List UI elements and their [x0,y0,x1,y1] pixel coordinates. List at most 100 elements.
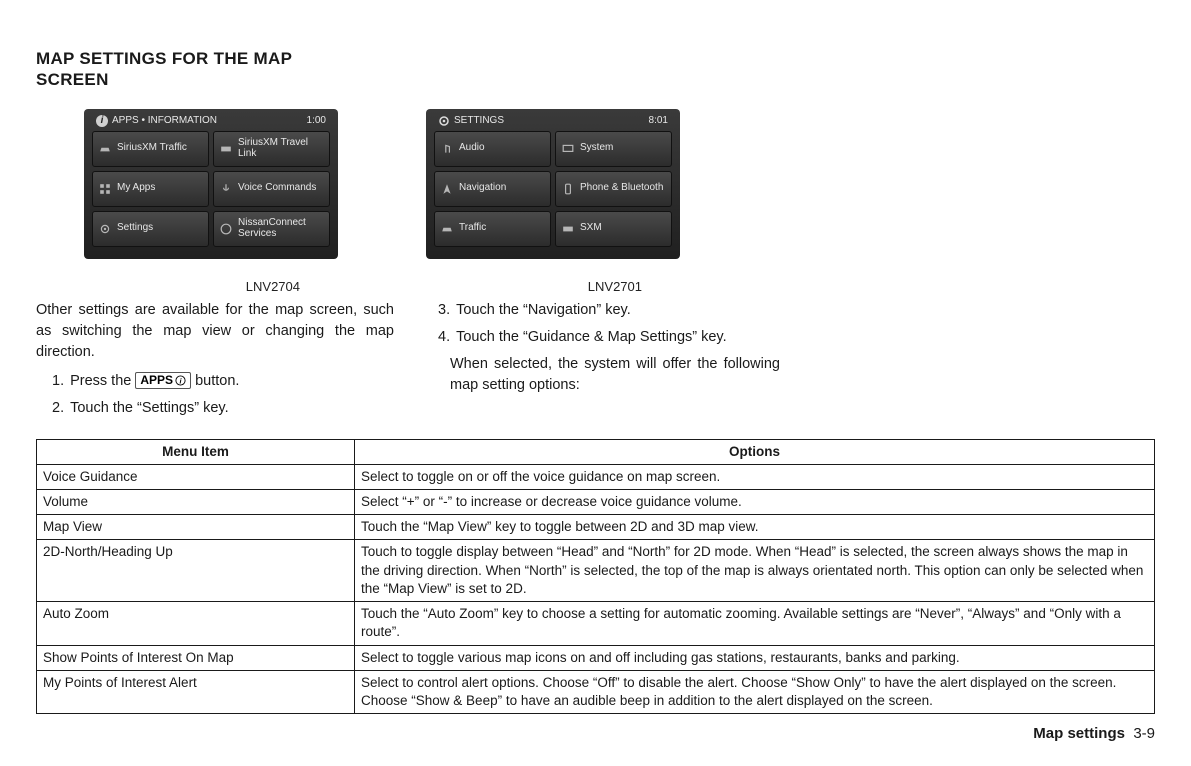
step-1: 1. Press the APPS i button. [52,371,394,392]
step-number: 3. [438,300,450,321]
sxm-icon [220,143,232,155]
screen-a-time: 1:00 [307,115,326,126]
table-row: My Points of Interest AlertSelect to con… [37,670,1155,713]
screen-b-caption: LNV2701 [588,279,680,294]
step-number: 1. [52,371,64,392]
screen-b-btn-label: Traffic [459,223,486,234]
cell-menu-item: Map View [37,515,355,540]
monitor-icon [562,143,574,155]
screen-b-btn: Audio [434,131,551,167]
screen-b-col: SETTINGS 8:01 Audio System Navigation Ph… [426,109,680,294]
step-3-text: Touch the “Navigation” key. [456,300,631,321]
cell-options: Select “+” or “-” to increase or decreas… [355,490,1155,515]
note-icon [441,143,453,155]
step-number: 2. [52,398,64,419]
screen-b-btn: Navigation [434,171,551,207]
table-body: Voice GuidanceSelect to toggle on or off… [37,464,1155,713]
step-2-text: Touch the “Settings” key. [70,398,229,419]
screen-a-col: i APPS • INFORMATION 1:00 SiriusXM Traff… [84,109,338,294]
title-line-2: SCREEN [36,70,109,89]
screen-b-btn-label: System [580,143,613,154]
info-icon: i [96,115,108,127]
table-row: Map ViewTouch the “Map View” key to togg… [37,515,1155,540]
step-2: 2. Touch the “Settings” key. [52,398,394,419]
screen-a: i APPS • INFORMATION 1:00 SiriusXM Traff… [84,109,338,259]
col-left: Other settings are available for the map… [36,300,394,425]
step-number: 4. [438,327,450,348]
step-4-text: Touch the “Guidance & Map Settings” key. [456,327,727,348]
page-footer: Map settings 3-9 [1033,725,1155,742]
table-row: Show Points of Interest On MapSelect to … [37,645,1155,670]
cell-options: Touch to toggle display between “Head” a… [355,540,1155,602]
screen-b-header: SETTINGS 8:01 [434,115,672,131]
screen-b-btn-label: SXM [580,223,602,234]
screen-a-btn: Settings [92,211,209,247]
col-header-menu-item: Menu Item [37,439,355,464]
table-row: Auto ZoomTouch the “Auto Zoom” key to ch… [37,602,1155,645]
screen-a-btn-label: NissanConnect Services [238,218,323,239]
screen-a-header: i APPS • INFORMATION 1:00 [92,115,330,131]
intro-paragraph: Other settings are available for the map… [36,300,394,363]
cell-menu-item: My Points of Interest Alert [37,670,355,713]
screen-a-btn: SiriusXM Traffic [92,131,209,167]
apps-button-graphic: APPS i [135,372,191,389]
screen-a-grid: SiriusXM Traffic SiriusXM Travel Link My… [92,131,330,247]
screen-a-caption: LNV2704 [246,279,338,294]
screenshots-row: i APPS • INFORMATION 1:00 SiriusXM Traff… [84,109,1155,294]
cell-menu-item: Show Points of Interest On Map [37,645,355,670]
screen-a-btn: SiriusXM Travel Link [213,131,330,167]
table-row: VolumeSelect “+” or “-” to increase or d… [37,490,1155,515]
footer-label: Map settings [1033,725,1125,742]
cell-options: Select to toggle on or off the voice gui… [355,464,1155,489]
screen-a-btn-label: SiriusXM Traffic [117,143,187,154]
cell-menu-item: 2D-North/Heading Up [37,540,355,602]
outro-paragraph: When selected, the system will offer the… [434,354,780,396]
screen-b-time: 8:01 [649,115,668,126]
screen-b-btn-label: Phone & Bluetooth [580,183,663,194]
screen-b-btn: Phone & Bluetooth [555,171,672,207]
nav-icon [441,183,453,195]
sxm-icon [562,223,574,235]
page-title: MAP SETTINGS FOR THE MAP SCREEN [36,48,1155,91]
steps-1-2: 1. Press the APPS i button. 2. Touch the… [36,371,394,419]
cell-menu-item: Auto Zoom [37,602,355,645]
gear-icon [438,115,450,127]
cell-options: Select to control alert options. Choose … [355,670,1155,713]
title-line-1: MAP SETTINGS FOR THE MAP [36,49,292,68]
screen-b-grid: Audio System Navigation Phone & Bluetoot… [434,131,672,247]
footer-page: 3-9 [1133,725,1155,742]
step-1-text-b: button. [195,373,239,389]
table-row: 2D-North/Heading UpTouch to toggle displ… [37,540,1155,602]
screen-b-btn: System [555,131,672,167]
phone-icon [562,183,574,195]
screen-a-btn-label: My Apps [117,183,155,194]
screen-a-btn-label: Voice Commands [238,183,316,194]
cell-menu-item: Volume [37,490,355,515]
table-header-row: Menu Item Options [37,439,1155,464]
table-row: Voice GuidanceSelect to toggle on or off… [37,464,1155,489]
col-right: 3. Touch the “Navigation” key. 4. Touch … [422,300,780,425]
screen-b-btn: SXM [555,211,672,247]
screen-a-title: APPS • INFORMATION [112,115,217,126]
car-icon [441,223,453,235]
body-columns: Other settings are available for the map… [36,300,1155,425]
cell-menu-item: Voice Guidance [37,464,355,489]
apps-icon [99,183,111,195]
cell-options: Touch the “Auto Zoom” key to choose a se… [355,602,1155,645]
services-icon [220,223,232,235]
car-icon [99,143,111,155]
screen-b-btn: Traffic [434,211,551,247]
screen-a-btn: NissanConnect Services [213,211,330,247]
cell-options: Touch the “Map View” key to toggle betwe… [355,515,1155,540]
screen-b-btn-label: Navigation [459,183,506,194]
step-3: 3. Touch the “Navigation” key. [438,300,780,321]
steps-3-4: 3. Touch the “Navigation” key. 4. Touch … [422,300,780,348]
apps-button-label: APPS [140,372,173,389]
screen-a-btn: Voice Commands [213,171,330,207]
col-header-options: Options [355,439,1155,464]
step-4: 4. Touch the “Guidance & Map Settings” k… [438,327,780,348]
screen-a-btn-label: SiriusXM Travel Link [238,138,323,159]
step-text: Press the APPS i button. [70,371,239,392]
cell-options: Select to toggle various map icons on an… [355,645,1155,670]
screen-a-btn-label: Settings [117,223,153,234]
